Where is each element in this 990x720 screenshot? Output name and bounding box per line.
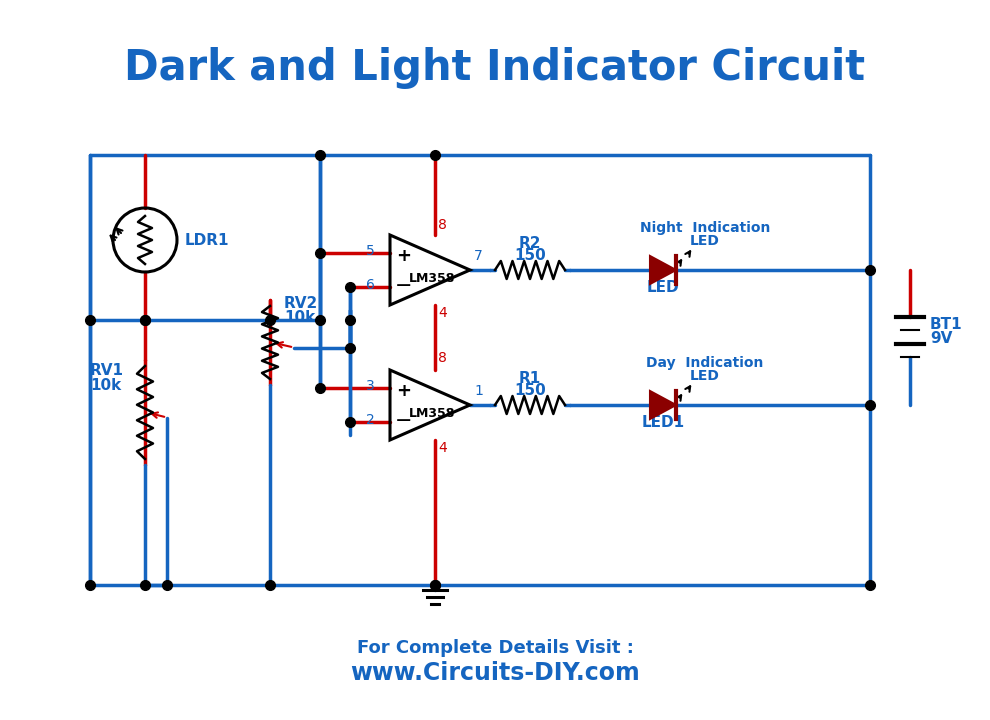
- Text: LED1: LED1: [642, 415, 684, 430]
- Text: 9V: 9V: [930, 331, 952, 346]
- Text: 8: 8: [438, 218, 446, 232]
- Text: BT1: BT1: [930, 317, 962, 332]
- Text: 8: 8: [438, 351, 446, 365]
- Text: +: +: [397, 247, 412, 265]
- Text: R2: R2: [519, 236, 542, 251]
- Text: 150: 150: [514, 383, 545, 398]
- Text: LM358: LM358: [409, 407, 455, 420]
- Text: 10k: 10k: [90, 378, 121, 393]
- Text: For Complete Details Visit :: For Complete Details Visit :: [356, 639, 634, 657]
- Text: 6: 6: [366, 278, 375, 292]
- Text: 2: 2: [366, 413, 375, 427]
- Text: 5: 5: [366, 244, 375, 258]
- Text: www.Circuits-DIY.com: www.Circuits-DIY.com: [350, 661, 640, 685]
- Polygon shape: [650, 391, 676, 419]
- Text: LED: LED: [690, 234, 720, 248]
- Text: 1: 1: [474, 384, 483, 398]
- Text: 3: 3: [366, 379, 375, 393]
- Text: 4: 4: [438, 306, 446, 320]
- Text: Dark and Light Indicator Circuit: Dark and Light Indicator Circuit: [125, 47, 865, 89]
- Text: LED: LED: [690, 369, 720, 383]
- Text: Night  Indication: Night Indication: [640, 221, 770, 235]
- Text: Day  Indication: Day Indication: [646, 356, 763, 370]
- Text: +: +: [397, 382, 412, 400]
- Text: −: −: [395, 276, 413, 296]
- Text: 7: 7: [474, 249, 483, 263]
- Text: RV1: RV1: [90, 363, 124, 378]
- Text: R1: R1: [519, 371, 542, 386]
- Polygon shape: [650, 256, 676, 284]
- Text: 4: 4: [438, 441, 446, 455]
- Text: 150: 150: [514, 248, 545, 263]
- Text: LM358: LM358: [409, 271, 455, 284]
- Text: LDR1: LDR1: [185, 233, 230, 248]
- Text: LED: LED: [646, 280, 679, 295]
- Text: −: −: [395, 411, 413, 431]
- Text: RV2: RV2: [284, 296, 318, 311]
- Text: 10k: 10k: [284, 310, 315, 325]
